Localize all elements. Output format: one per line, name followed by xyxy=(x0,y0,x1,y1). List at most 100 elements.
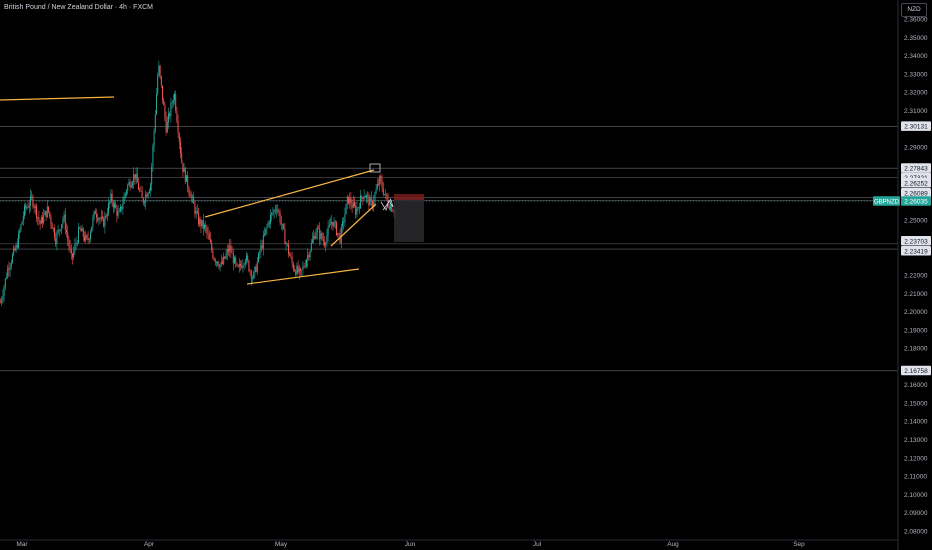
price-label-box xyxy=(901,163,931,173)
y-tick-label: 2.33000 xyxy=(904,71,928,78)
candle-body xyxy=(48,206,49,212)
candle-body xyxy=(274,209,276,211)
candle-body xyxy=(158,65,160,76)
price-label-box xyxy=(901,196,931,206)
candle-body xyxy=(175,93,177,111)
candle-body xyxy=(324,241,325,246)
x-tick-label: May xyxy=(275,541,288,548)
candle-body xyxy=(372,201,373,207)
y-tick-label: 2.15000 xyxy=(904,400,928,407)
candle-body xyxy=(325,243,327,246)
candle-body xyxy=(20,224,22,231)
candle-body xyxy=(312,239,313,243)
candle-body xyxy=(49,211,51,217)
candle-body xyxy=(56,232,58,244)
candle-body xyxy=(105,215,107,217)
price-label-box xyxy=(901,121,931,131)
candle-body xyxy=(174,93,175,101)
candle-body xyxy=(388,206,390,210)
candle-body xyxy=(186,175,187,182)
candle-body xyxy=(114,203,115,208)
candle-body xyxy=(355,206,357,215)
candle-body xyxy=(183,168,185,173)
y-tick-label: 2.36000 xyxy=(904,17,928,24)
short-position-target xyxy=(394,198,424,242)
candle-body xyxy=(196,211,198,213)
candle-body xyxy=(313,235,315,240)
symbol-tag-box xyxy=(873,196,900,206)
candle-body xyxy=(228,249,229,252)
candle-body xyxy=(22,216,24,222)
candle-body xyxy=(126,190,127,194)
candle-body xyxy=(352,202,354,208)
candle-body xyxy=(147,193,149,197)
candle-body xyxy=(111,193,113,203)
candle-body xyxy=(76,242,78,244)
candle-body xyxy=(327,226,329,235)
candle-body xyxy=(127,185,129,191)
candle-body xyxy=(211,242,213,251)
candle-body xyxy=(375,189,377,194)
candle-body xyxy=(110,193,112,202)
candle-body xyxy=(289,253,291,256)
time-axis: Mar Apr May Jun Jul Aug Sep xyxy=(0,539,898,548)
candle-body xyxy=(276,210,277,212)
candle-body xyxy=(87,237,89,241)
candle-body xyxy=(206,226,208,233)
candle-body xyxy=(156,94,157,115)
candle-body xyxy=(57,229,59,233)
candle-body xyxy=(357,207,359,209)
candle-body xyxy=(226,249,228,254)
candle-body xyxy=(153,130,155,146)
candle-body xyxy=(379,176,381,185)
candle-body xyxy=(151,166,153,185)
candle-body xyxy=(163,100,165,106)
candle-body xyxy=(334,221,336,223)
price-label-level: 2.26089 xyxy=(901,188,931,198)
candle-body xyxy=(240,264,241,266)
candle-body xyxy=(69,246,71,250)
candle-body xyxy=(331,221,333,225)
candle-body xyxy=(182,162,184,173)
candle-body xyxy=(361,195,363,198)
candle-body xyxy=(272,212,274,214)
candle-body xyxy=(298,268,300,273)
currency-button[interactable]: NZD xyxy=(901,3,927,17)
candle-body xyxy=(160,75,162,86)
candle-body xyxy=(176,110,178,122)
candle-body xyxy=(261,245,263,249)
candle-body xyxy=(117,211,119,216)
candle-body xyxy=(308,254,310,258)
candle-body xyxy=(278,210,280,213)
candle-body xyxy=(46,206,48,218)
candle-body xyxy=(348,196,349,204)
candle-body xyxy=(370,197,372,202)
candle-body xyxy=(234,257,235,264)
candle-body xyxy=(224,256,226,259)
candle-body xyxy=(390,205,391,210)
candle-body xyxy=(230,245,232,253)
price-label-text: 2.26035 xyxy=(904,199,928,206)
candle-body xyxy=(94,211,96,215)
x-tick-label: Mar xyxy=(16,541,28,548)
x-tick-label: Aug xyxy=(667,541,679,548)
candle-body xyxy=(14,248,16,251)
candle-body xyxy=(109,201,111,204)
candle-body xyxy=(134,174,136,179)
candle-body xyxy=(258,253,259,262)
candle-body xyxy=(338,232,340,234)
candle-body xyxy=(192,196,193,198)
candle-body xyxy=(265,228,267,234)
candle-body xyxy=(213,257,215,261)
candle-body xyxy=(136,173,138,183)
candle-body xyxy=(184,168,186,182)
candle-body xyxy=(277,210,279,211)
box-highlight xyxy=(369,163,381,173)
candle-body xyxy=(254,266,256,273)
candle-body xyxy=(162,85,163,101)
candle-body xyxy=(279,212,281,223)
candle-body xyxy=(144,202,145,204)
candle-body xyxy=(282,224,283,225)
candle-body xyxy=(301,269,303,271)
